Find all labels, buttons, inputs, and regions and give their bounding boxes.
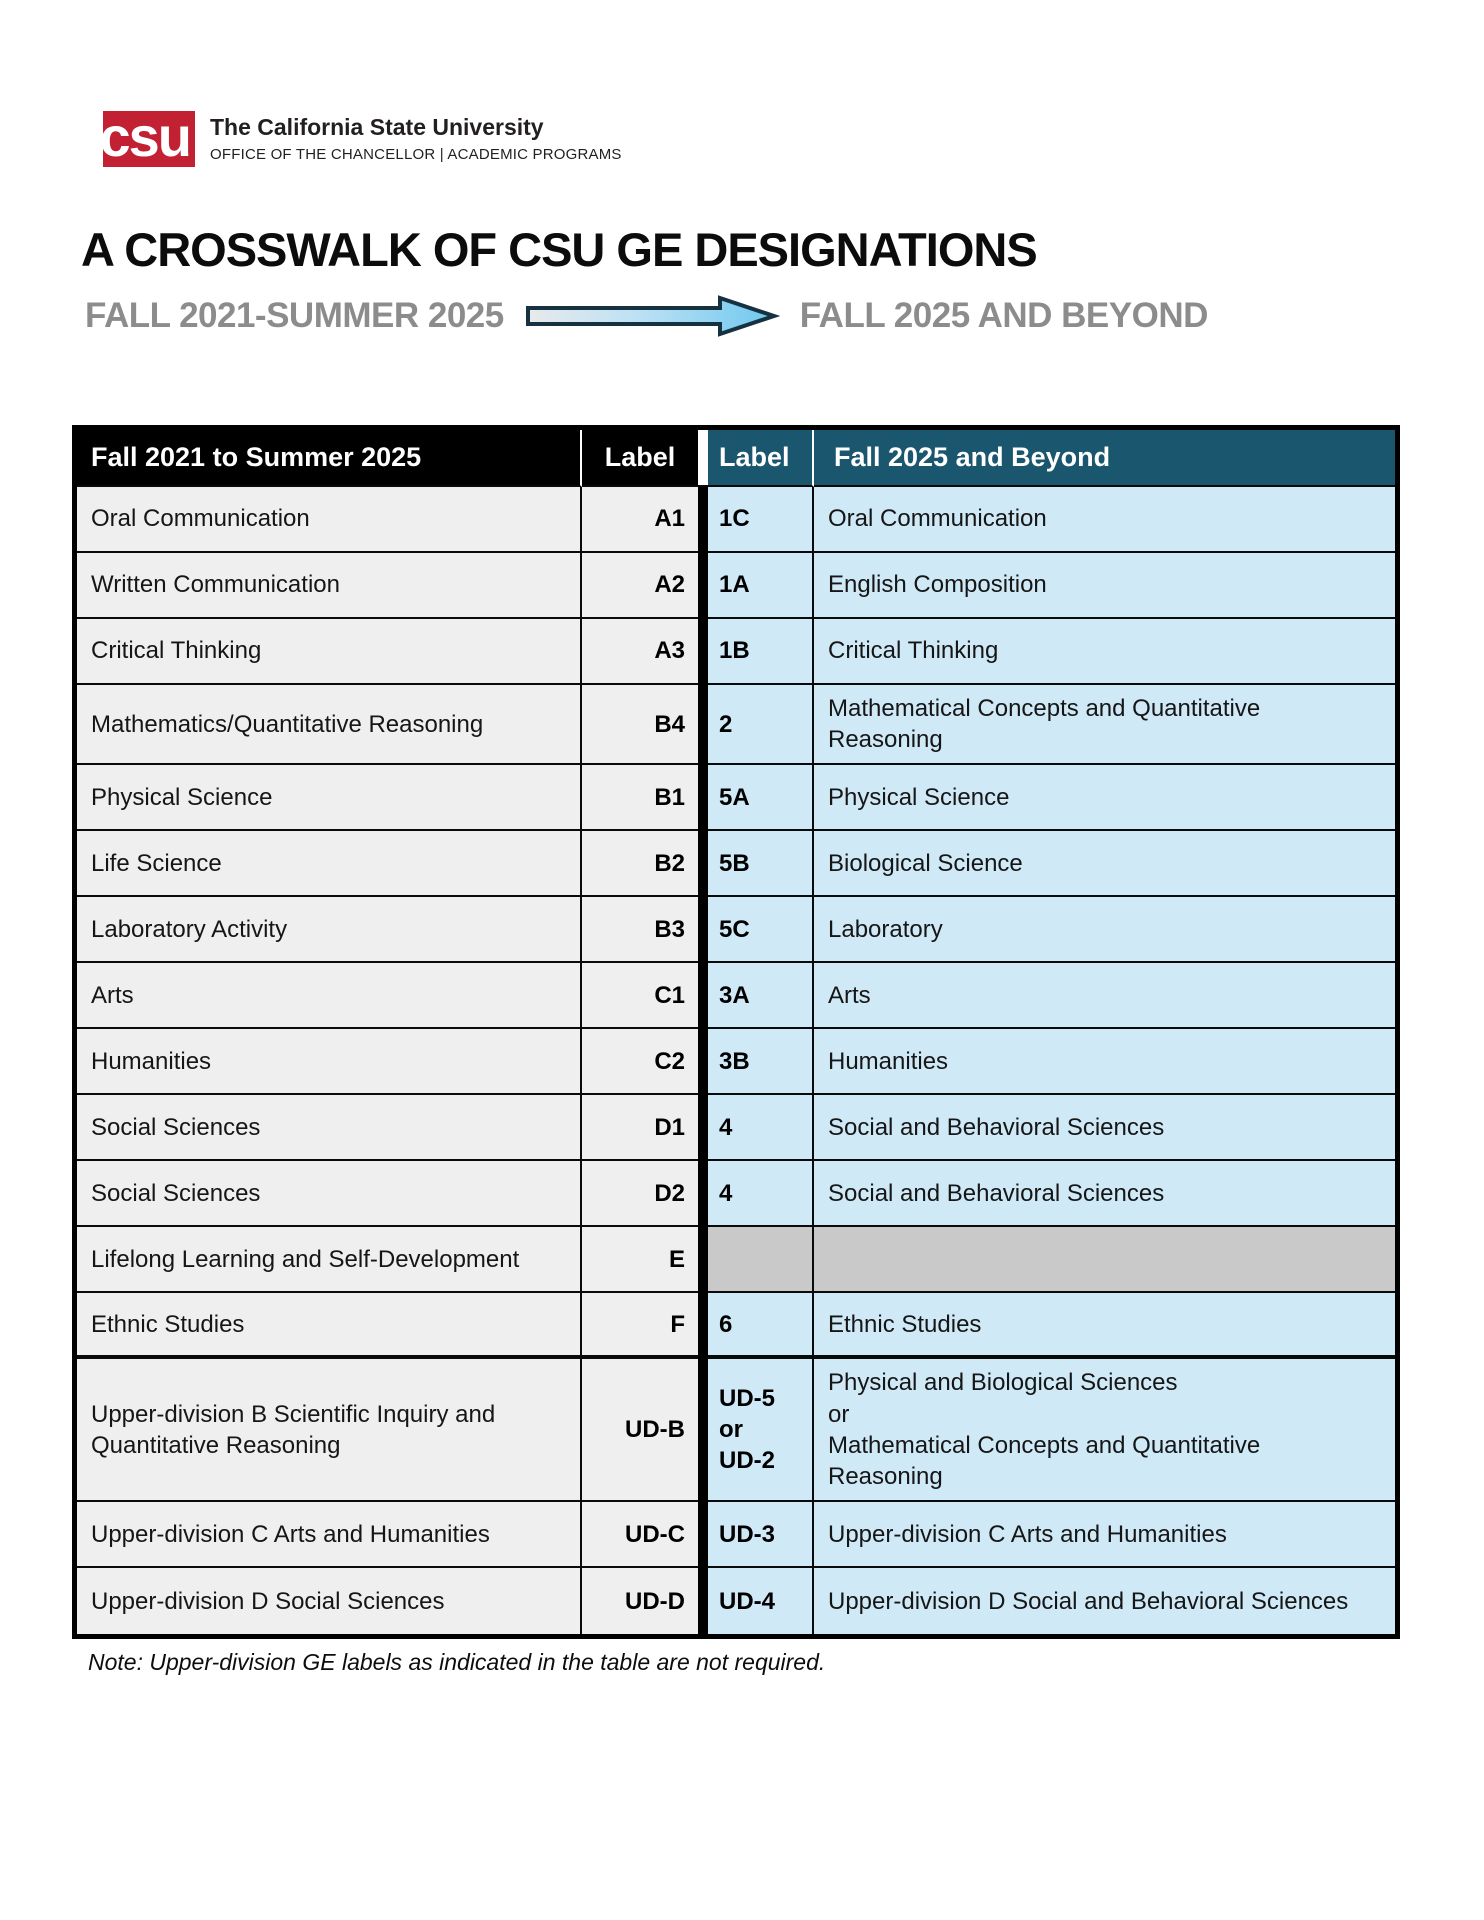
old-desc-cell: Laboratory Activity bbox=[77, 897, 582, 964]
new-label-cell: 4 bbox=[708, 1161, 814, 1228]
new-desc-cell: Arts bbox=[814, 963, 1395, 1030]
divider-cell bbox=[698, 1095, 708, 1162]
new-label-cell: 3B bbox=[708, 1029, 814, 1096]
old-desc-cell: Social Sciences bbox=[77, 1095, 582, 1162]
old-label-cell: A3 bbox=[582, 619, 698, 685]
old-desc-cell: Critical Thinking bbox=[77, 619, 582, 685]
divider-cell bbox=[698, 1293, 708, 1360]
divider-cell bbox=[698, 553, 708, 619]
divider-cell bbox=[698, 831, 708, 898]
crosswalk-table-section: Fall 2021 to Summer 2025 Label Label Fal… bbox=[72, 425, 1400, 1676]
period-row: FALL 2021-SUMMER 2025 FALL 2025 AND BEYO… bbox=[85, 294, 1208, 338]
new-desc-cell: Physical and Biological Sciences or Math… bbox=[814, 1359, 1395, 1503]
new-desc-cell: Mathematical Concepts and Quantitative R… bbox=[814, 685, 1395, 766]
column-header-new-desc: Fall 2025 and Beyond bbox=[814, 430, 1395, 487]
old-desc-cell: Upper-division D Social Sciences bbox=[77, 1568, 582, 1635]
old-desc-cell: Written Communication bbox=[77, 553, 582, 619]
new-desc-cell: Oral Communication bbox=[814, 487, 1395, 553]
column-header-old-desc: Fall 2021 to Summer 2025 bbox=[77, 430, 582, 487]
new-label-cell: 1B bbox=[708, 619, 814, 685]
old-desc-cell: Oral Communication bbox=[77, 487, 582, 553]
old-desc-cell: Physical Science bbox=[77, 765, 582, 832]
old-desc-cell: Lifelong Learning and Self-Development bbox=[77, 1227, 582, 1294]
old-label-cell: B3 bbox=[582, 897, 698, 964]
divider-cell bbox=[698, 765, 708, 832]
new-label-cell bbox=[708, 1227, 814, 1294]
old-desc-cell: Social Sciences bbox=[77, 1161, 582, 1228]
old-desc-cell: Arts bbox=[77, 963, 582, 1030]
old-label-cell: UD-B bbox=[582, 1359, 698, 1503]
right-arrow-icon bbox=[525, 295, 780, 337]
old-label-cell: A1 bbox=[582, 487, 698, 553]
divider-cell bbox=[698, 1161, 708, 1228]
divider-cell bbox=[698, 897, 708, 964]
csu-logo-text: csu bbox=[99, 104, 192, 168]
new-desc-cell: Laboratory bbox=[814, 897, 1395, 964]
old-label-cell: F bbox=[582, 1293, 698, 1360]
divider-cell bbox=[698, 685, 708, 766]
old-desc-cell: Humanities bbox=[77, 1029, 582, 1096]
divider-cell bbox=[698, 1502, 708, 1569]
new-desc-cell: Physical Science bbox=[814, 765, 1395, 832]
divider-cell bbox=[698, 1359, 708, 1503]
divider-cell bbox=[698, 619, 708, 685]
column-header-new-label: Label bbox=[708, 430, 814, 487]
old-label-cell: B2 bbox=[582, 831, 698, 898]
old-desc-cell: Upper-division C Arts and Humanities bbox=[77, 1502, 582, 1569]
new-label-cell: 3A bbox=[708, 963, 814, 1030]
new-label-cell: 6 bbox=[708, 1293, 814, 1360]
old-label-cell: UD-C bbox=[582, 1502, 698, 1569]
divider-cell bbox=[698, 963, 708, 1030]
old-desc-cell: Life Science bbox=[77, 831, 582, 898]
new-label-cell: UD-5 or UD-2 bbox=[708, 1359, 814, 1503]
brand-office: OFFICE OF THE CHANCELLOR | ACADEMIC PROG… bbox=[210, 146, 622, 163]
new-desc-cell: Upper-division C Arts and Humanities bbox=[814, 1502, 1395, 1569]
new-label-cell: 5B bbox=[708, 831, 814, 898]
old-label-cell: B1 bbox=[582, 765, 698, 832]
old-desc-cell: Upper-division B Scientific Inquiry and … bbox=[77, 1359, 582, 1503]
old-label-cell: C1 bbox=[582, 963, 698, 1030]
new-label-cell: 1A bbox=[708, 553, 814, 619]
new-desc-cell bbox=[814, 1227, 1395, 1294]
new-label-cell: UD-3 bbox=[708, 1502, 814, 1569]
new-label-cell: UD-4 bbox=[708, 1568, 814, 1635]
brand-header: csu The California State University OFFI… bbox=[99, 104, 622, 168]
old-label-cell: C2 bbox=[582, 1029, 698, 1096]
old-label-cell: UD-D bbox=[582, 1568, 698, 1635]
table-note: Note: Upper-division GE labels as indica… bbox=[88, 1649, 826, 1676]
new-label-cell: 5C bbox=[708, 897, 814, 964]
old-label-cell: B4 bbox=[582, 685, 698, 766]
new-desc-cell: Upper-division D Social and Behavioral S… bbox=[814, 1568, 1395, 1635]
new-label-cell: 2 bbox=[708, 685, 814, 766]
page-title: A CROSSWALK OF CSU GE DESIGNATIONS bbox=[81, 223, 1038, 276]
old-label-cell: D1 bbox=[582, 1095, 698, 1162]
column-header-old-label: Label bbox=[582, 430, 698, 487]
new-label-cell: 4 bbox=[708, 1095, 814, 1162]
new-desc-cell: Biological Science bbox=[814, 831, 1395, 898]
old-label-cell: D2 bbox=[582, 1161, 698, 1228]
old-desc-cell: Ethnic Studies bbox=[77, 1293, 582, 1360]
new-desc-cell: Critical Thinking bbox=[814, 619, 1395, 685]
old-label-cell: E bbox=[582, 1227, 698, 1294]
new-label-cell: 5A bbox=[708, 765, 814, 832]
old-label-cell: A2 bbox=[582, 553, 698, 619]
divider-cell bbox=[698, 1568, 708, 1635]
period-from-label: FALL 2021-SUMMER 2025 bbox=[85, 296, 504, 335]
divider-cell bbox=[698, 487, 708, 553]
crosswalk-table: Fall 2021 to Summer 2025 Label Label Fal… bbox=[72, 425, 1400, 1640]
divider-cell bbox=[698, 1227, 708, 1294]
new-desc-cell: Social and Behavioral Sciences bbox=[814, 1161, 1395, 1228]
brand-name: The California State University bbox=[210, 114, 544, 140]
new-label-cell: 1C bbox=[708, 487, 814, 553]
csu-logo: csu bbox=[99, 104, 195, 168]
new-desc-cell: Humanities bbox=[814, 1029, 1395, 1096]
brand-text: The California State University OFFICE O… bbox=[210, 111, 622, 163]
new-desc-cell: English Composition bbox=[814, 553, 1395, 619]
old-desc-cell: Mathematics/Quantitative Reasoning bbox=[77, 685, 582, 766]
new-desc-cell: Social and Behavioral Sciences bbox=[814, 1095, 1395, 1162]
period-to-label: FALL 2025 AND BEYOND bbox=[799, 296, 1209, 335]
divider-cell bbox=[698, 1029, 708, 1096]
new-desc-cell: Ethnic Studies bbox=[814, 1293, 1395, 1360]
